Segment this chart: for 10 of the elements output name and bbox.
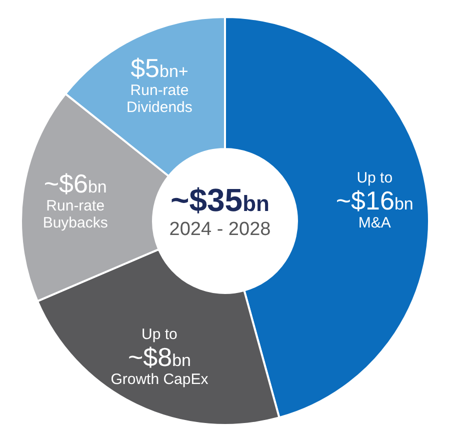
data-label: $5bn+ — [130, 52, 188, 83]
slice-label: M&A — [358, 214, 391, 232]
slice-label: Run-rate Dividends — [126, 82, 192, 116]
slice-label: Growth CapEx — [110, 371, 209, 388]
slice-label: Run-rate Buybacks — [42, 198, 108, 232]
text: ~$35bn — [170, 182, 270, 218]
text: 2024 - 2028 — [168, 218, 272, 240]
data-label: Up to ~$8bn — [128, 326, 191, 372]
data-label: ~$6bn — [44, 168, 107, 199]
data-label: Up to ~$16bn — [336, 170, 414, 216]
